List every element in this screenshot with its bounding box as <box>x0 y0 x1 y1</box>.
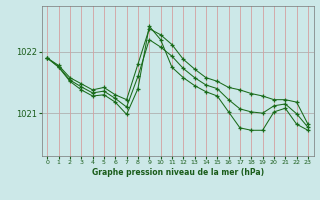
X-axis label: Graphe pression niveau de la mer (hPa): Graphe pression niveau de la mer (hPa) <box>92 168 264 177</box>
